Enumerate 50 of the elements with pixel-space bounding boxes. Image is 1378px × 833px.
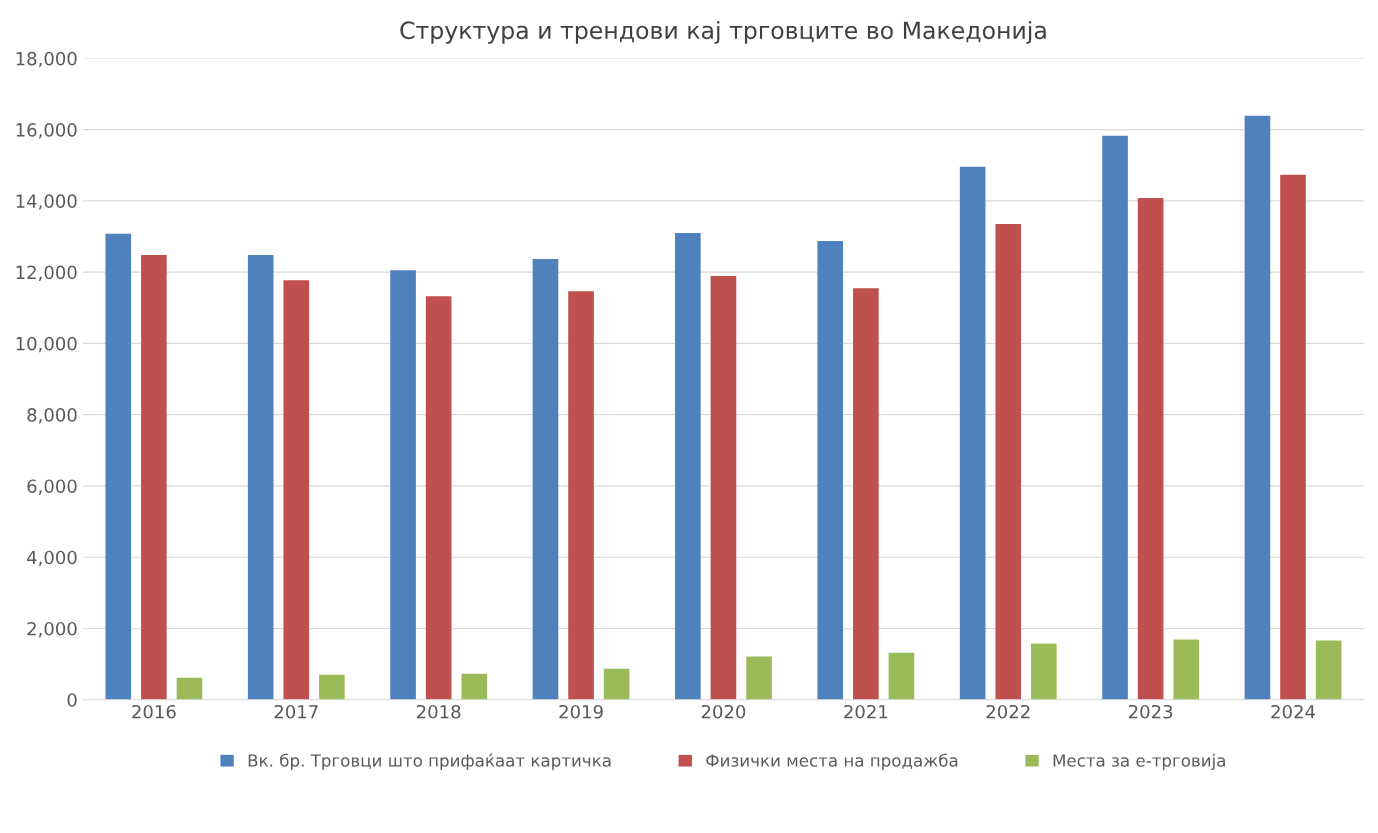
x-tick-label: 2022 [986,704,1030,719]
bar [710,276,737,700]
bar [319,674,345,700]
x-tick-label: 2024 [1271,704,1315,719]
y-tick-label: 8,000 [27,408,77,424]
bar [532,258,559,700]
bar [247,255,274,700]
bar [603,668,630,700]
y-tick-label: 2,000 [27,621,77,638]
bar [1315,640,1342,700]
bar [1137,197,1164,700]
bar [105,233,132,700]
bar [283,280,310,700]
legend-label: Места за е-трговија [1053,753,1225,770]
bar [1280,174,1306,700]
y-tick-label: 4,000 [27,550,77,567]
y-tick-label: 12,000 [16,265,77,282]
bar [959,166,986,700]
bar [176,677,203,700]
bar [461,673,488,700]
y-tick-label: 0 [67,693,77,707]
x-tick-label: 2019 [559,704,603,719]
x-tick-label: 2018 [417,704,461,719]
bar [568,291,594,700]
bar [141,255,167,700]
bar [817,241,844,700]
y-tick-label: 6,000 [27,479,77,495]
legend-label: Вк. бр. Трговци што прифаќаат картичка [248,753,611,770]
x-tick-label: 2016 [132,704,176,719]
bar [1102,135,1128,700]
bar [995,224,1022,700]
bar [746,656,772,700]
bar [853,288,879,700]
y-tick-label: 10,000 [16,336,77,353]
bar [1173,639,1200,700]
legend-label: Физички места на продажба [706,753,958,770]
y-tick-label: 14,000 [16,194,77,210]
x-tick-label: 2017 [274,704,318,719]
y-tick-label: 16,000 [16,123,77,139]
bar [675,232,701,700]
y-tick-label: 18,000 [16,51,77,68]
bar [1031,643,1057,700]
x-tick-label: 2020 [701,704,746,719]
bar [1244,115,1271,700]
x-tick-label: 2023 [1128,704,1173,719]
chart-title: Структура и трендови кај трговците во Македонија [400,20,1046,44]
bar [425,296,452,700]
bar [390,270,416,700]
x-tick-label: 2021 [844,704,888,719]
bar [888,652,915,700]
